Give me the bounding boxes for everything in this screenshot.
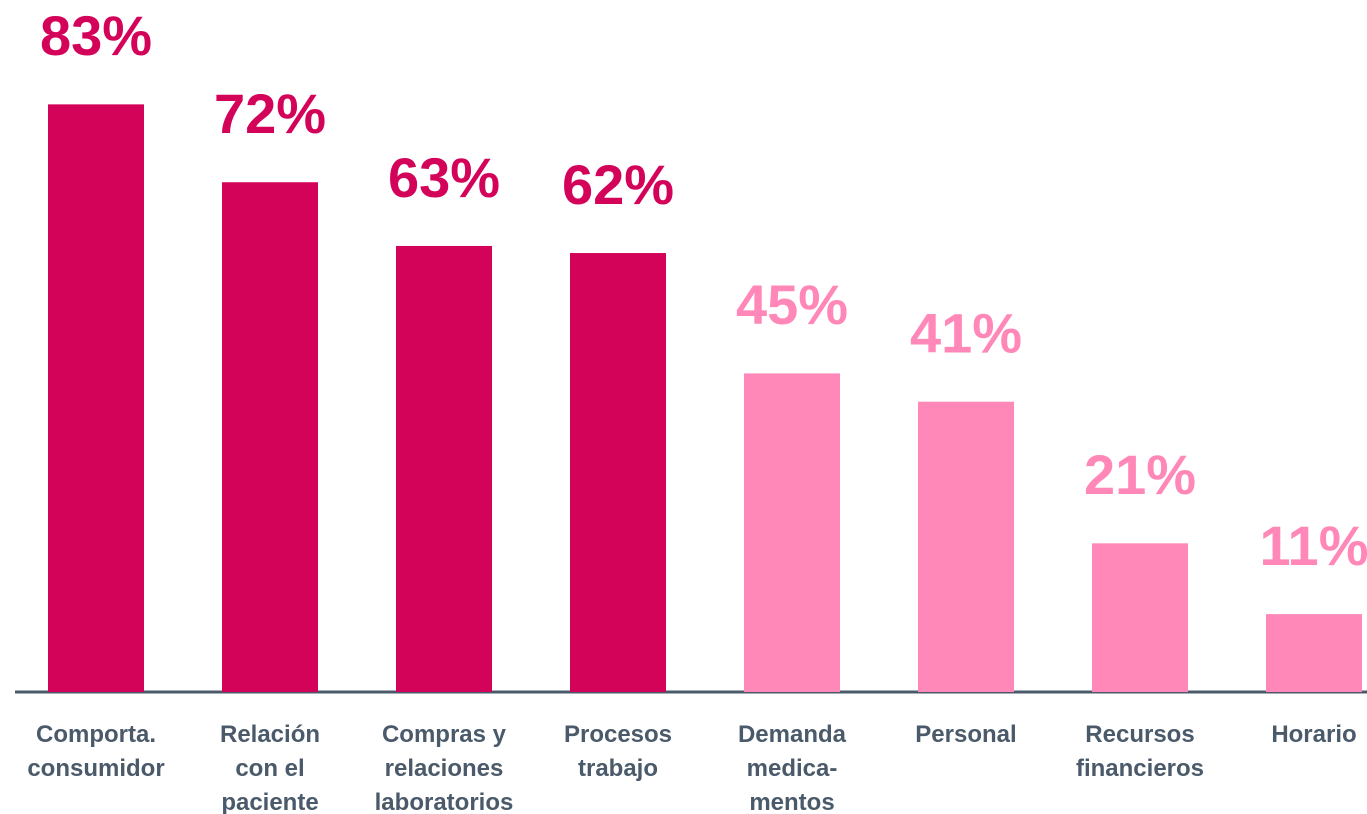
- value-label: 72%: [214, 82, 326, 145]
- bar: [744, 373, 840, 692]
- value-label: 62%: [562, 153, 674, 216]
- x-tick-label: Compras y relaciones laboratorios: [375, 721, 514, 814]
- value-label: 63%: [388, 146, 500, 209]
- bar: [1092, 543, 1188, 692]
- value-label: 45%: [736, 273, 848, 336]
- value-label: 11%: [1260, 514, 1367, 577]
- x-tick-label: Personal: [915, 721, 1016, 748]
- value-label: 21%: [1084, 443, 1196, 506]
- bar: [918, 401, 1014, 692]
- bar: [396, 245, 492, 692]
- value-label: 41%: [910, 302, 1022, 365]
- x-tick-label: Relación con el paciente: [220, 721, 320, 814]
- bar: [570, 253, 666, 693]
- bar: [1266, 614, 1362, 692]
- x-tick-label: Comporta. consumidor: [27, 721, 164, 782]
- x-tick-label: Horario: [1271, 721, 1356, 748]
- bar: [222, 182, 318, 693]
- x-tick-label: Demanda medica-mentos: [738, 721, 847, 814]
- x-tick-label: Recursos financieros: [1076, 721, 1204, 782]
- bar: [48, 104, 144, 693]
- value-label: 83%: [40, 4, 152, 67]
- x-tick-label: Procesos trabajo: [564, 721, 672, 782]
